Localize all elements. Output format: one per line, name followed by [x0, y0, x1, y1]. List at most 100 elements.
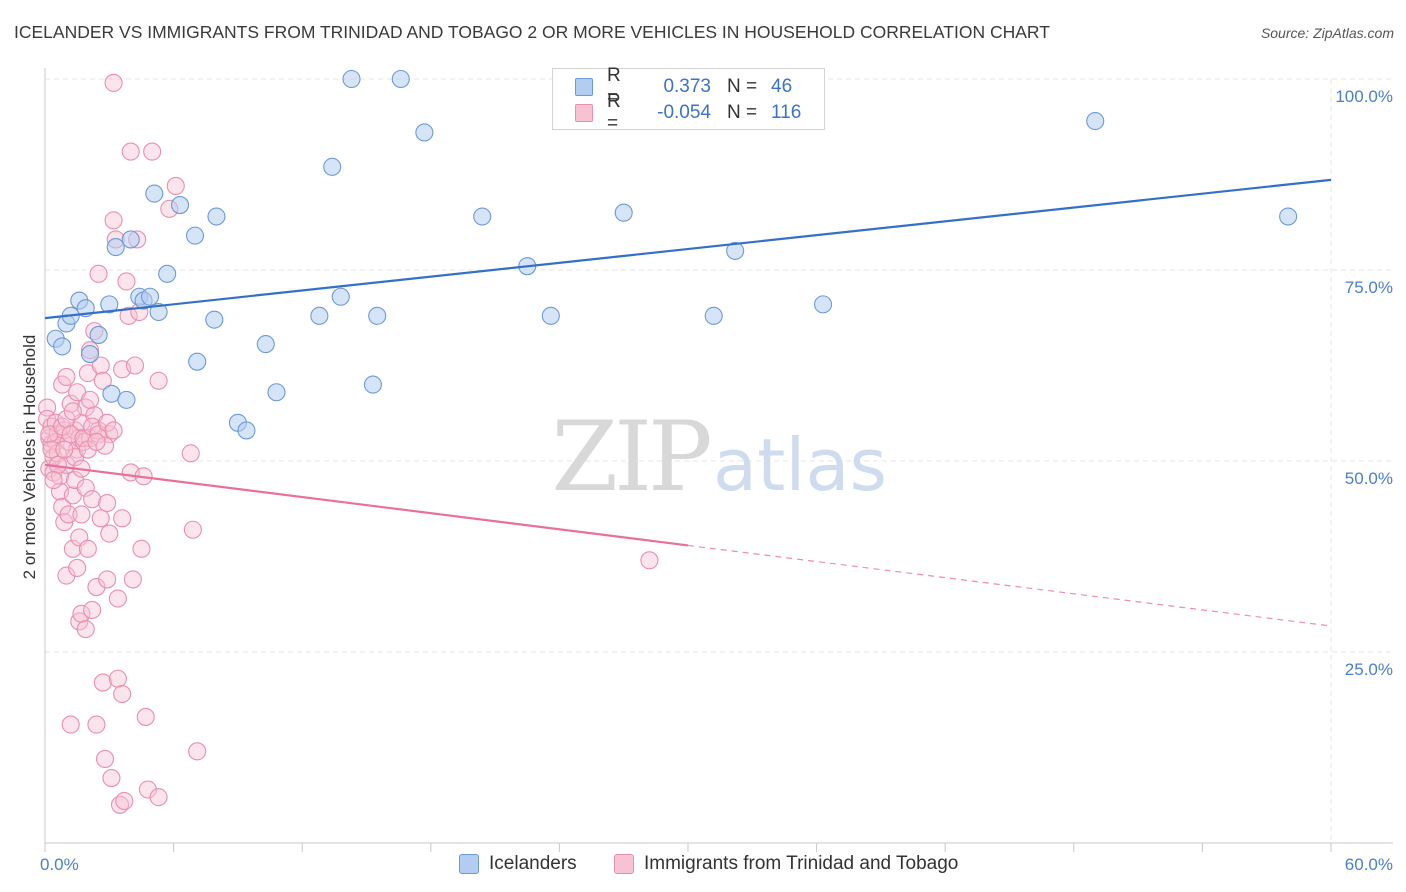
data-point-icelanders: [473, 207, 492, 226]
data-point-immigrants: [95, 749, 115, 769]
bottom-legend-label: Immigrants from Trinidad and Tobago: [644, 853, 959, 874]
bottom-legend-immigrants: Immigrants from Trinidad and Tobago: [614, 853, 958, 875]
legend-swatch-pink: [575, 104, 593, 122]
trendline-icelanders: [44, 178, 1332, 320]
data-point-icelanders: [121, 230, 140, 249]
data-point-icelanders: [149, 302, 168, 322]
data-point-icelanders: [614, 203, 633, 222]
data-point-immigrants: [98, 493, 117, 513]
data-point-immigrants: [149, 371, 168, 390]
data-point-immigrants: [115, 791, 134, 811]
data-point-immigrants: [93, 673, 112, 692]
data-point-immigrants: [89, 264, 108, 283]
data-point-icelanders: [53, 337, 72, 356]
data-point-immigrants: [87, 432, 106, 451]
data-point-immigrants: [78, 539, 97, 558]
bottom-legend-label: Icelanders: [489, 853, 577, 874]
data-point-immigrants: [57, 566, 76, 585]
data-point-immigrants: [59, 505, 78, 524]
data-point-immigrants: [98, 570, 117, 589]
data-point-icelanders: [391, 69, 410, 89]
grid-lines: [45, 78, 1391, 843]
y-axis-label: 2 or more Vehicles in Household: [20, 335, 39, 580]
legend-n-value: 116: [771, 102, 802, 123]
legend-r-label: R =: [607, 91, 621, 134]
y-tick-label: 75.0%: [1345, 278, 1393, 297]
data-point-immigrants: [68, 440, 87, 459]
series-immigrants-points: [38, 73, 659, 814]
data-point-icelanders: [80, 344, 100, 364]
data-point-immigrants: [87, 578, 106, 597]
data-point-icelanders: [158, 264, 177, 283]
legend-r-value: -0.054: [657, 102, 711, 123]
data-point-immigrants: [42, 440, 61, 459]
data-point-immigrants: [121, 142, 140, 161]
data-point-icelanders: [207, 207, 226, 226]
data-point-immigrants: [57, 367, 76, 387]
data-point-immigrants: [136, 707, 155, 726]
data-point-immigrants: [183, 520, 202, 539]
data-point-icelanders: [310, 306, 329, 325]
data-point-immigrants: [63, 402, 82, 421]
data-point-immigrants: [72, 505, 91, 524]
data-point-icelanders: [704, 306, 723, 325]
legend-row-immigrants: R = -0.054 N = 116: [553, 91, 802, 134]
data-point-immigrants: [55, 440, 74, 459]
data-point-icelanders: [185, 226, 205, 245]
data-point-immigrants: [113, 509, 132, 528]
data-point-immigrants: [108, 669, 127, 688]
data-point-icelanders: [89, 325, 108, 344]
data-point-immigrants: [91, 509, 110, 528]
source-label: Source: ZipAtlas.com: [1260, 25, 1394, 41]
data-point-icelanders: [102, 384, 121, 403]
series-icelanders-points: [46, 69, 1298, 440]
trend-lines: [44, 178, 1332, 627]
data-point-icelanders: [342, 69, 361, 89]
data-point-icelanders: [117, 390, 136, 409]
data-point-icelanders: [106, 238, 125, 257]
data-point-icelanders: [415, 123, 434, 142]
data-point-immigrants: [104, 421, 123, 440]
legend-row-icelanders: R = 0.373 N = 46: [553, 65, 793, 108]
x-tick-label: 60.0%: [1345, 855, 1393, 874]
data-point-immigrants: [132, 539, 151, 558]
data-point-icelanders: [331, 287, 350, 306]
data-point-immigrants: [100, 524, 119, 543]
legend-n-value: 46: [771, 76, 793, 97]
chart-title: ICELANDER VS IMMIGRANTS FROM TRINIDAD AN…: [14, 22, 1050, 42]
data-point-immigrants: [61, 715, 80, 734]
trendline-immigrants: [44, 463, 689, 547]
data-point-icelanders: [140, 287, 160, 306]
data-point-immigrants: [91, 356, 110, 375]
y-tick-label: 100.0%: [1335, 87, 1393, 106]
data-point-immigrants: [83, 490, 102, 509]
y-tick-label: 50.0%: [1345, 469, 1393, 488]
bottom-legend-swatch-pink: [614, 854, 634, 874]
data-point-immigrants: [104, 211, 123, 230]
data-point-immigrants: [76, 478, 95, 497]
legend-r-value: 0.373: [663, 76, 711, 97]
watermark-atlas: atlas: [713, 423, 887, 507]
data-point-immigrants: [87, 715, 106, 734]
data-point-immigrants: [138, 780, 157, 799]
data-point-icelanders: [368, 306, 387, 325]
data-point-immigrants: [166, 176, 185, 196]
data-point-immigrants: [117, 272, 136, 291]
data-point-immigrants: [113, 684, 132, 704]
trendline-immigrants-extrapolated: [687, 544, 1332, 627]
data-point-immigrants: [143, 142, 162, 161]
data-point-immigrants: [188, 742, 207, 761]
data-point-icelanders: [145, 184, 164, 203]
legend-n-label: N =: [727, 102, 758, 123]
data-point-icelanders: [1279, 207, 1298, 226]
tick-labels: 25.0% 50.0% 75.0% 100.0% 0.0% 60.0%: [40, 87, 1393, 874]
stats-legend: R = 0.373 N = 46 R = -0.054 N = 116: [552, 65, 825, 134]
legend-swatch-blue: [575, 78, 593, 96]
data-point-immigrants: [83, 600, 102, 620]
bottom-legend-swatch-blue: [459, 854, 479, 874]
data-point-immigrants: [98, 413, 117, 432]
legend-r-label: R =: [607, 65, 621, 108]
data-point-immigrants: [181, 444, 200, 463]
data-point-icelanders: [267, 383, 286, 402]
data-point-immigrants: [123, 570, 142, 589]
